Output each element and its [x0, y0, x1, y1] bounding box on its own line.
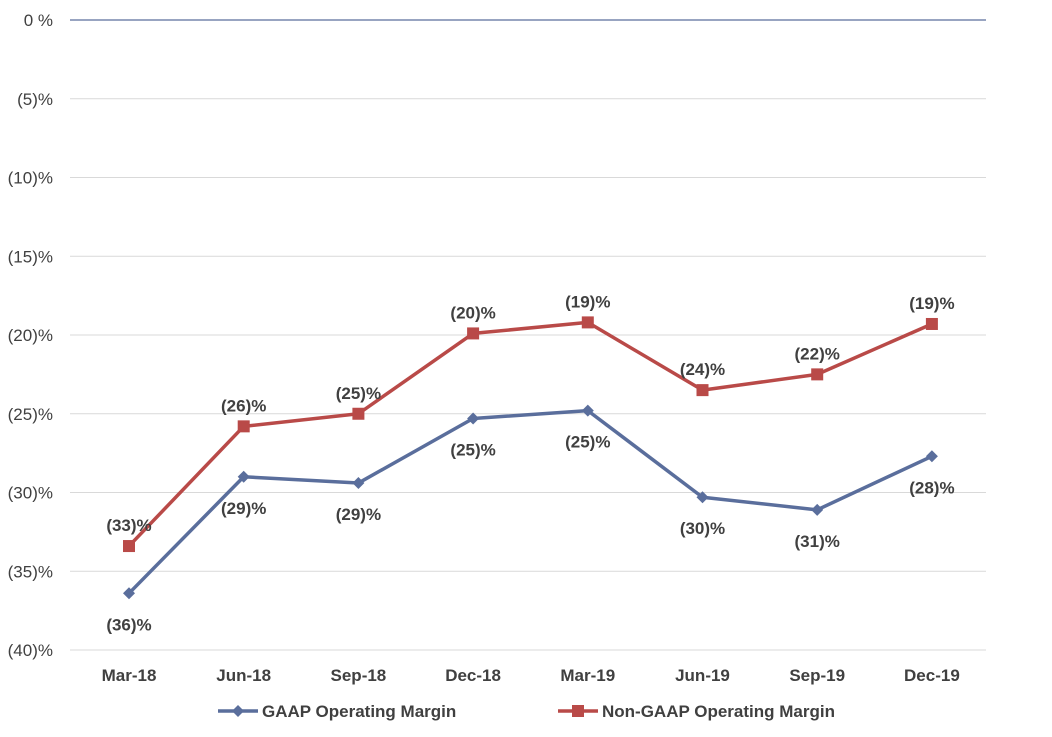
data-label: (24)% — [680, 360, 725, 379]
data-point-diamond — [237, 470, 250, 483]
data-label: (22)% — [795, 344, 840, 363]
data-point-diamond — [467, 412, 480, 425]
x-tick-label: Dec-18 — [445, 666, 501, 685]
data-point-square — [352, 407, 365, 420]
data-point-diamond — [581, 404, 594, 417]
x-tick-label: Mar-18 — [102, 666, 157, 685]
data-point-diamond — [352, 477, 365, 490]
y-tick-label: 0 % — [24, 11, 53, 30]
x-tick-label: Sep-18 — [331, 666, 387, 685]
data-label: (33)% — [106, 516, 151, 535]
x-tick-label: Jun-18 — [216, 666, 271, 685]
legend-label: Non-GAAP Operating Margin — [602, 702, 835, 721]
legend: GAAP Operating Margin Non-GAAP Operating … — [218, 702, 835, 721]
gaap-series-line — [127, 408, 934, 596]
data-point-diamond — [925, 450, 938, 463]
y-tick-label: (25)% — [8, 405, 53, 424]
data-point-square — [581, 316, 594, 329]
data-point-square — [237, 420, 250, 433]
data-point-square — [811, 368, 824, 381]
series-lines — [123, 316, 938, 600]
data-label: (30)% — [680, 519, 725, 538]
data-label: (25)% — [565, 433, 610, 452]
data-label: (29)% — [336, 505, 381, 524]
data-label: (36)% — [106, 615, 151, 634]
gridlines — [70, 19, 986, 651]
data-point-diamond — [811, 503, 824, 516]
legend-square-marker — [572, 705, 584, 717]
legend-diamond-marker — [232, 705, 244, 717]
data-label: (28)% — [909, 478, 954, 497]
data-label: (20)% — [450, 303, 495, 322]
data-point-square — [696, 384, 709, 397]
data-label: (26)% — [221, 396, 266, 415]
data-label: (25)% — [450, 440, 495, 459]
data-label: (19)% — [909, 294, 954, 313]
data-point-diamond — [696, 491, 709, 504]
data-point-square — [925, 317, 938, 330]
y-tick-label: (35)% — [8, 562, 53, 581]
y-tick-label: (10)% — [8, 169, 53, 188]
x-tick-label: Sep-19 — [789, 666, 845, 685]
data-point-diamond — [123, 587, 135, 600]
y-tick-label: (30)% — [8, 484, 53, 503]
data-label: (25)% — [336, 384, 381, 403]
x-tick-label: Jun-19 — [675, 666, 730, 685]
x-tick-label: Dec-19 — [904, 666, 960, 685]
data-point-square — [123, 540, 135, 553]
data-label: (29)% — [221, 499, 266, 518]
data-labels: (36)% (29)% (29)% (25)% (25)% (30)% (31)% (28)%… — [106, 292, 954, 634]
non-gaap-series-line — [127, 320, 934, 548]
data-label: (19)% — [565, 292, 610, 311]
x-tick-label: Mar-19 — [560, 666, 615, 685]
y-tick-label: (5)% — [17, 90, 53, 109]
data-point-square — [467, 327, 480, 340]
y-tick-label: (15)% — [8, 247, 53, 266]
y-tick-label: (40)% — [8, 641, 53, 660]
y-axis-ticks: 0 % (5)% (10)% (15)% (20)% (25)% (30)% (35)% (40… — [8, 11, 53, 660]
legend-label: GAAP Operating Margin — [262, 702, 456, 721]
y-tick-label: (20)% — [8, 326, 53, 345]
data-label: (31)% — [795, 532, 840, 551]
x-axis-ticks: Mar-18 Jun-18 Sep-18 Dec-18 Mar-19 Jun-19 Sep-… — [102, 666, 960, 685]
